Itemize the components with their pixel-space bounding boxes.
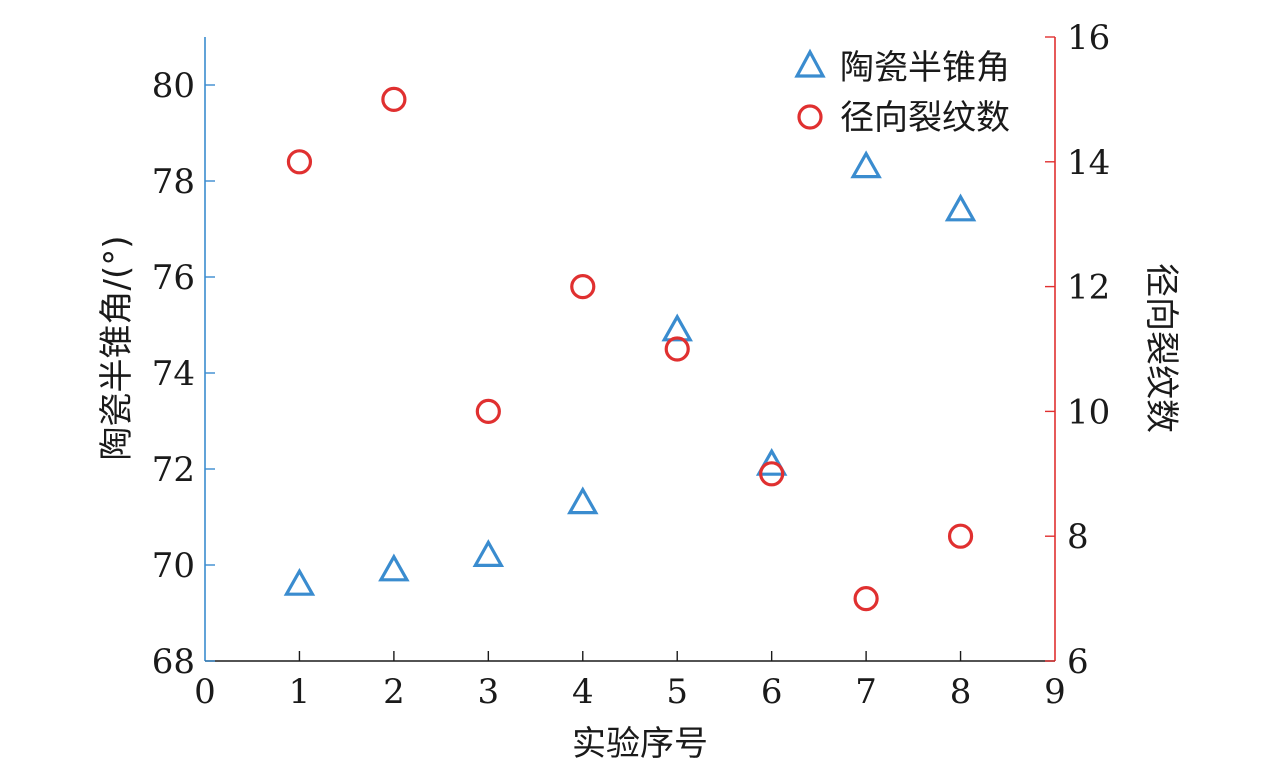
x-tick-label: 8	[950, 672, 972, 712]
left-y-tick-label: 72	[152, 450, 195, 490]
triangle-data-point	[755, 447, 788, 476]
x-tick-label: 0	[194, 672, 216, 712]
x-tick-label: 1	[289, 672, 311, 712]
left-y-tick-label: 70	[152, 546, 195, 586]
triangle-data-point	[567, 486, 599, 515]
x-tick-label: 7	[855, 672, 877, 712]
right-y-tick-label: 12	[1067, 268, 1110, 308]
legend-item-series-1: 陶瓷半锥角	[794, 48, 1010, 88]
circle-data-point	[664, 336, 690, 362]
x-axis-ticks: 0 1 2 3 4 5 6 7 8 9	[194, 651, 1066, 712]
right-y-axis-title: 径向裂纹数	[1141, 263, 1181, 433]
x-tick-label: 6	[761, 672, 783, 712]
circle-data-point	[853, 585, 879, 612]
legend: 陶瓷半锥角 径向裂纹数	[794, 48, 1010, 138]
right-y-tick-label: 10	[1067, 392, 1110, 432]
legend-label-series-2: 径向裂纹数	[840, 98, 1010, 138]
circle-data-point	[381, 86, 407, 113]
right-y-tick-label: 16	[1067, 18, 1110, 58]
left-y-tick-label: 68	[152, 642, 195, 682]
legend-label-series-1: 陶瓷半锥角	[840, 48, 1010, 88]
circle-data-point	[475, 398, 501, 424]
right-y-axis-ticks: 6 8 10 12 14 16	[1045, 18, 1110, 682]
triangle-data-point	[850, 150, 882, 179]
circle-data-point	[759, 461, 785, 487]
triangle-data-point	[472, 539, 505, 568]
x-tick-label: 5	[666, 672, 688, 712]
circle-data-point	[947, 523, 974, 549]
triangle-data-point	[944, 193, 977, 222]
left-y-axis-title: 陶瓷半锥角/(°)	[97, 236, 137, 461]
x-tick-label: 9	[1044, 672, 1066, 712]
legend-triangle-marker	[794, 48, 826, 78]
circle-data-point	[286, 149, 313, 175]
x-axis-title: 实验序号	[572, 724, 708, 764]
left-y-tick-label: 80	[152, 66, 195, 106]
triangle-data-point	[661, 313, 693, 342]
right-y-tick-label: 8	[1067, 517, 1089, 557]
right-y-tick-label: 14	[1067, 143, 1110, 183]
legend-circle-marker	[797, 104, 823, 130]
x-tick-label: 3	[478, 672, 500, 712]
left-y-tick-label: 78	[152, 162, 195, 202]
circle-data-point	[570, 274, 596, 300]
legend-item-series-2: 径向裂纹数	[797, 98, 1010, 138]
x-tick-label: 4	[572, 672, 594, 712]
plot-frame	[204, 37, 1056, 662]
left-y-tick-label: 76	[152, 258, 195, 298]
left-y-axis-ticks: 68 70 72 74 76 78 80	[152, 66, 215, 682]
x-tick-label: 2	[383, 672, 405, 712]
triangle-data-point	[283, 567, 316, 596]
left-y-tick-label: 74	[152, 354, 195, 394]
triangle-data-point	[378, 553, 410, 582]
right-y-tick-label: 6	[1067, 642, 1089, 682]
data-markers	[283, 86, 977, 612]
